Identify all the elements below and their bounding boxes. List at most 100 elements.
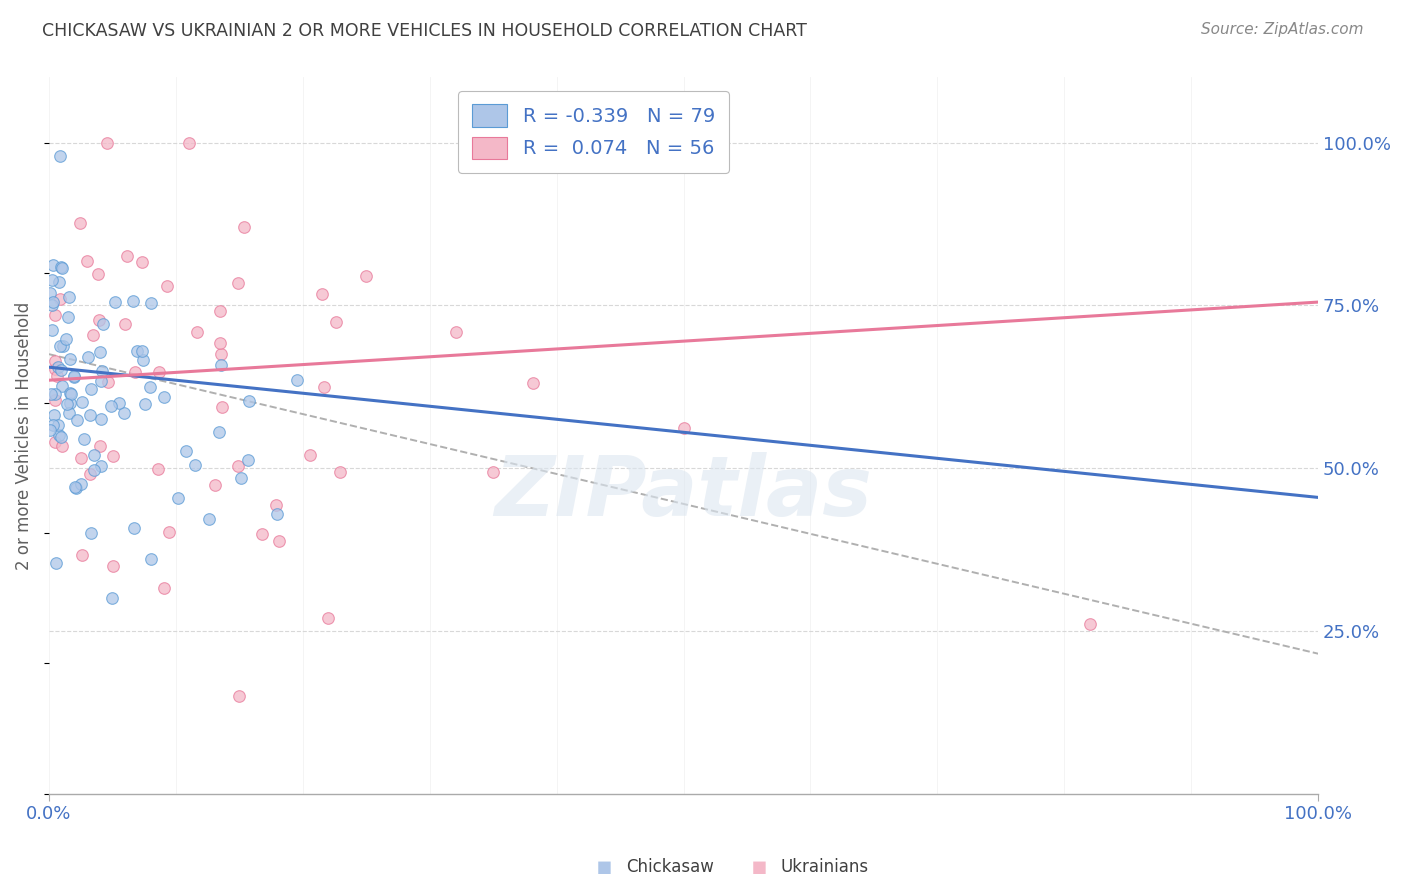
Text: ▪: ▪ xyxy=(751,855,768,879)
Point xyxy=(39,387,62,401)
Point xyxy=(51,439,73,453)
Text: ▪: ▪ xyxy=(596,855,613,879)
Point xyxy=(299,448,322,462)
Point xyxy=(139,295,162,310)
Point xyxy=(101,558,124,573)
Point xyxy=(208,425,231,439)
Point xyxy=(238,393,260,408)
Point xyxy=(83,448,105,462)
Point xyxy=(122,294,145,309)
Point xyxy=(73,432,96,446)
Point xyxy=(83,463,105,477)
Point xyxy=(90,458,112,473)
Point xyxy=(41,297,63,311)
Point xyxy=(672,421,695,435)
Point xyxy=(91,364,114,378)
Point xyxy=(166,491,188,506)
Point xyxy=(42,418,65,433)
Point xyxy=(146,462,169,476)
Point xyxy=(269,534,291,549)
Point xyxy=(153,581,176,595)
Point xyxy=(132,352,155,367)
Point xyxy=(97,375,120,389)
Point xyxy=(114,317,136,331)
Point xyxy=(48,428,70,442)
Point xyxy=(80,382,103,396)
Point xyxy=(42,295,65,310)
Text: Source: ZipAtlas.com: Source: ZipAtlas.com xyxy=(1201,22,1364,37)
Point xyxy=(444,325,467,339)
Point xyxy=(522,376,544,391)
Point xyxy=(90,412,112,426)
Point xyxy=(228,689,250,703)
Text: CHICKASAW VS UKRAINIAN 2 OR MORE VEHICLES IN HOUSEHOLD CORRELATION CHART: CHICKASAW VS UKRAINIAN 2 OR MORE VEHICLE… xyxy=(42,22,807,40)
Point xyxy=(125,344,148,359)
Point xyxy=(46,369,69,384)
Point xyxy=(209,336,232,351)
Point xyxy=(59,396,82,410)
Point xyxy=(58,290,80,304)
Point xyxy=(60,387,83,401)
Point xyxy=(153,390,176,404)
Point xyxy=(226,459,249,474)
Point xyxy=(325,315,347,329)
Point xyxy=(52,339,75,353)
Point xyxy=(231,471,253,485)
Point xyxy=(316,611,339,625)
Point xyxy=(356,269,378,284)
Point xyxy=(63,479,86,493)
Point xyxy=(39,286,62,301)
Point xyxy=(122,521,145,535)
Point xyxy=(44,393,66,408)
Point xyxy=(51,260,73,275)
Point xyxy=(124,365,146,379)
Point xyxy=(90,375,112,389)
Point xyxy=(41,323,63,337)
Point xyxy=(211,400,233,414)
Point xyxy=(117,249,139,263)
Point xyxy=(100,399,122,413)
Point xyxy=(208,304,231,318)
Point xyxy=(139,380,162,394)
Point xyxy=(56,397,79,411)
Point xyxy=(49,260,72,274)
Point xyxy=(131,254,153,268)
Point xyxy=(87,267,110,281)
Point xyxy=(41,273,63,287)
Point xyxy=(59,386,82,401)
Y-axis label: 2 or more Vehicles in Household: 2 or more Vehicles in Household xyxy=(15,301,32,570)
Point xyxy=(198,512,221,526)
Point xyxy=(49,148,72,162)
Point xyxy=(91,317,114,331)
Point xyxy=(1078,617,1101,632)
Point xyxy=(59,351,82,366)
Point xyxy=(134,397,156,411)
Point xyxy=(139,552,162,566)
Point xyxy=(89,439,111,453)
Point xyxy=(233,220,256,235)
Point xyxy=(63,368,86,383)
Text: Ukrainians: Ukrainians xyxy=(780,858,869,876)
Point xyxy=(89,344,111,359)
Point xyxy=(148,365,170,379)
Text: Chickasaw: Chickasaw xyxy=(626,858,713,876)
Point xyxy=(285,373,308,387)
Point xyxy=(209,358,232,372)
Point xyxy=(76,254,98,268)
Point xyxy=(58,406,80,420)
Point xyxy=(44,354,66,368)
Point xyxy=(44,387,66,401)
Point xyxy=(48,339,70,353)
Point xyxy=(77,351,100,365)
Point xyxy=(312,380,335,394)
Point xyxy=(156,279,179,293)
Point xyxy=(264,498,287,512)
Point xyxy=(46,418,69,433)
Point xyxy=(44,362,66,376)
Point xyxy=(250,527,273,541)
Point xyxy=(204,478,226,492)
Point xyxy=(51,363,73,377)
Point xyxy=(131,344,153,359)
Point xyxy=(101,449,124,463)
Point xyxy=(72,548,94,562)
